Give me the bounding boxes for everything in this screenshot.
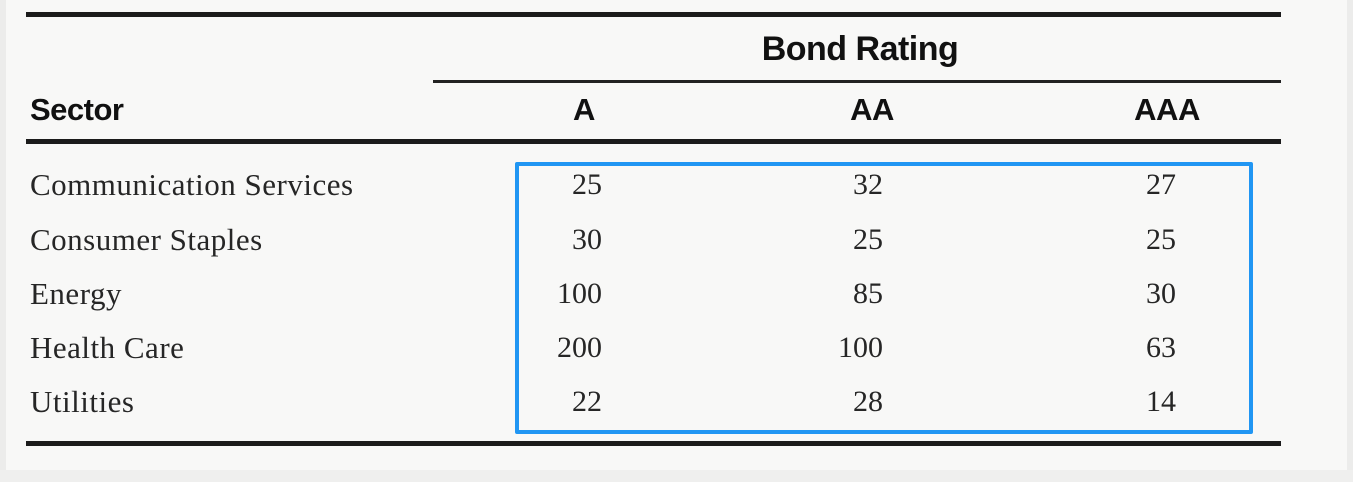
value-cell-a: 30: [572, 223, 602, 256]
column-header-aaa: AAA: [1134, 92, 1200, 127]
sector-cell: Communication Services: [30, 167, 354, 202]
sector-column-header: Sector: [30, 92, 124, 127]
value-cell-aa: 85: [853, 277, 883, 310]
table-row: Health Care 200 100 63: [0, 330, 1353, 366]
column-header-aa: AA: [850, 92, 894, 127]
page-edge-bottom: [0, 470, 1353, 482]
value-cell-aa: 32: [853, 168, 883, 201]
bond-rating-heading: Bond Rating: [761, 30, 959, 68]
sector-cell: Energy: [30, 276, 122, 311]
value-cell-aa: 25: [853, 223, 883, 256]
sector-cell: Consumer Staples: [30, 222, 263, 257]
value-cell-a: 200: [557, 331, 602, 364]
value-cell-a: 22: [572, 385, 602, 418]
value-cell-a: 100: [557, 277, 602, 310]
value-cell-aaa: 14: [1146, 385, 1176, 418]
column-header-a: A: [573, 92, 595, 127]
sector-cell: Utilities: [30, 384, 135, 419]
table-header-rule: [26, 139, 1281, 144]
table-row: Consumer Staples 30 25 25: [0, 222, 1353, 258]
value-cell-aaa: 25: [1146, 223, 1176, 256]
page-edge-left: [0, 0, 6, 482]
bond-rating-underline: [433, 80, 1281, 83]
value-cell-a: 25: [572, 168, 602, 201]
value-cell-aa: 28: [853, 385, 883, 418]
table-bottom-rule: [26, 441, 1281, 446]
table-row: Energy 100 85 30: [0, 276, 1353, 312]
value-cell-aaa: 27: [1146, 168, 1176, 201]
value-cell-aaa: 30: [1146, 277, 1176, 310]
page-edge-right: [1347, 0, 1353, 482]
value-cell-aa: 100: [838, 331, 883, 364]
sector-cell: Health Care: [30, 330, 185, 365]
table-row: Utilities 22 28 14: [0, 384, 1353, 420]
table-row: Communication Services 25 32 27: [0, 167, 1353, 203]
table-top-rule: [26, 12, 1281, 17]
value-cell-aaa: 63: [1146, 331, 1176, 364]
